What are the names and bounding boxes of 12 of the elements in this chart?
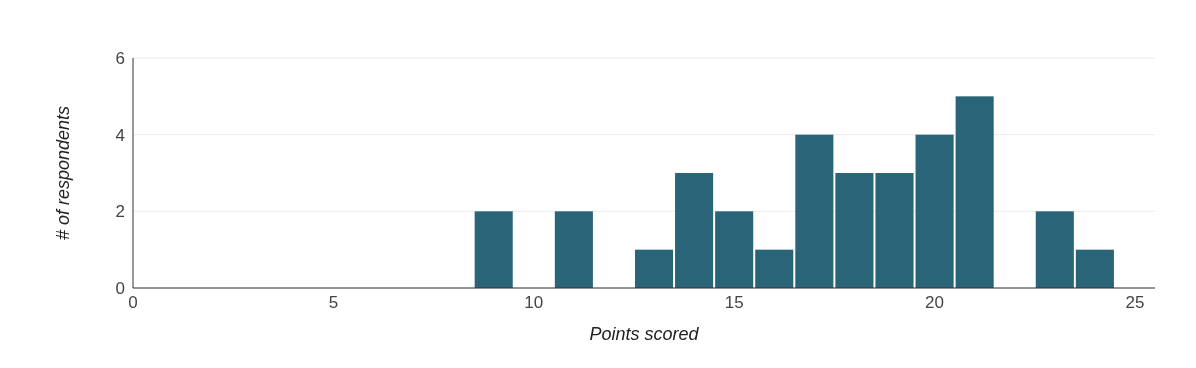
- x-tick-label: 20: [925, 293, 945, 313]
- x-tick-label: 0: [128, 293, 138, 313]
- y-tick-label: 4: [115, 125, 125, 145]
- x-tick-label: 5: [328, 293, 339, 313]
- y-tick-label: 0: [115, 279, 125, 299]
- x-tick-label: 25: [1125, 293, 1145, 313]
- y-axis-title: # of respondents: [53, 105, 74, 241]
- y-tick-label: 2: [115, 202, 125, 222]
- x-axis-title: Points scored: [589, 324, 700, 344]
- y-tick-label: 6: [115, 49, 125, 69]
- x-tick-label: 15: [724, 293, 744, 313]
- x-tick-label: 10: [524, 293, 544, 313]
